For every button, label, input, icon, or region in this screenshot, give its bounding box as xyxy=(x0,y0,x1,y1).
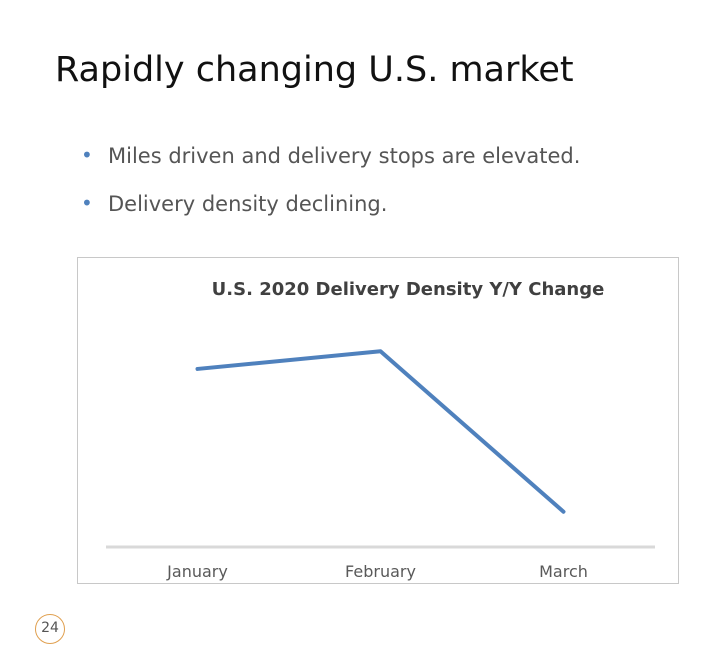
page-title: Rapidly changing U.S. market xyxy=(55,50,574,90)
bullet-list: • Miles driven and delivery stops are el… xyxy=(80,141,580,237)
line-chart: U.S. 2020 Delivery Density Y/Y Change Jan… xyxy=(106,279,655,581)
bullet-dot-icon: • xyxy=(81,191,93,215)
x-tick-label: February xyxy=(345,562,416,581)
bullet-text: Delivery density declining. xyxy=(108,192,388,216)
chart-title: U.S. 2020 Delivery Density Y/Y Change xyxy=(212,279,605,300)
page-number-badge: 24 xyxy=(35,614,65,644)
bullet-dot-icon: • xyxy=(81,143,93,167)
bullet-item: • Delivery density declining. xyxy=(80,189,580,237)
bullet-text: Miles driven and delivery stops are elev… xyxy=(108,144,581,168)
x-tick-label: March xyxy=(539,562,588,581)
x-tick-label: January xyxy=(166,562,228,581)
chart-container: U.S. 2020 Delivery Density Y/Y Change Jan… xyxy=(77,257,679,584)
series-line xyxy=(195,349,566,514)
bullet-item: • Miles driven and delivery stops are el… xyxy=(80,141,580,189)
